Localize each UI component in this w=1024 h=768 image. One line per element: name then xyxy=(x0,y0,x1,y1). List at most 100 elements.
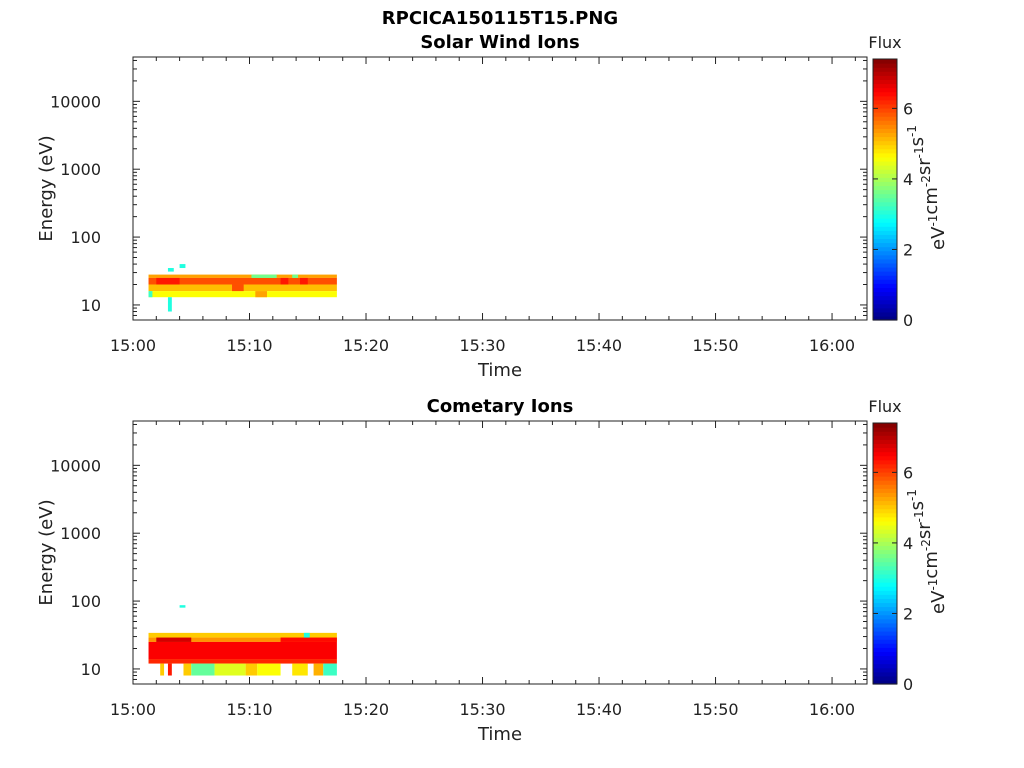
heatmap-cell xyxy=(167,663,172,676)
x-tick-label: 15:10 xyxy=(226,700,272,719)
colorbar-swatch xyxy=(873,283,897,288)
panel-title: Solar Wind Ions xyxy=(420,32,579,53)
colorbar-swatch xyxy=(873,582,897,587)
colorbar-swatch xyxy=(873,311,897,317)
colorbar-swatch xyxy=(873,675,897,681)
colorbar-swatch xyxy=(873,630,897,636)
y-axis-label: Energy (eV) xyxy=(36,499,57,605)
heatmap-cell xyxy=(148,291,337,298)
colorbar-swatch xyxy=(873,75,897,80)
colorbar-swatch xyxy=(873,614,897,620)
colorbar-frame xyxy=(872,58,898,321)
colorbar-swatch xyxy=(873,524,897,530)
x-tick-label: 16:00 xyxy=(809,700,855,719)
colorbar-swatch xyxy=(873,303,897,309)
panel-title: Cometary Ions xyxy=(427,396,574,417)
x-tick-label: 15:20 xyxy=(343,700,389,719)
y-axis-label: Energy (eV) xyxy=(36,135,57,241)
colorbar-swatch xyxy=(873,218,897,223)
colorbar-swatch xyxy=(873,124,897,129)
colorbar-swatch xyxy=(873,586,897,591)
page-title: RPCICA150115T15.PNG xyxy=(382,8,618,29)
x-tick-label: 15:50 xyxy=(692,336,738,355)
colorbar-swatch xyxy=(873,250,897,256)
colorbar-swatch xyxy=(873,459,897,465)
colorbar-swatch xyxy=(873,610,897,616)
colorbar-swatch xyxy=(873,59,897,64)
colorbar-swatch xyxy=(873,132,897,138)
colorbar-swatch xyxy=(873,189,897,195)
heatmap-cell xyxy=(148,274,337,278)
colorbar-swatch xyxy=(873,618,897,624)
colorbar-swatch xyxy=(873,91,897,97)
colorbar-swatch xyxy=(873,635,897,640)
colorbar-swatch xyxy=(873,573,897,579)
colorbar-swatch xyxy=(873,512,897,518)
colorbar-tick-label: 4 xyxy=(903,170,913,189)
colorbar-swatch xyxy=(873,484,897,489)
x-tick-label: 15:20 xyxy=(343,336,389,355)
heatmap-cell xyxy=(251,274,277,278)
colorbar-swatch xyxy=(873,156,897,162)
plot-frame xyxy=(132,56,868,321)
heatmap-cell xyxy=(148,637,337,642)
colorbar-swatch xyxy=(873,447,897,453)
colorbar-swatch xyxy=(873,557,897,563)
colorbar-swatch xyxy=(873,152,897,158)
y-tick-label: 100 xyxy=(70,592,101,611)
heatmap-cell xyxy=(148,641,337,660)
colorbar-swatch xyxy=(873,488,897,493)
colorbar-swatch xyxy=(873,209,897,215)
heatmap-cell xyxy=(280,637,337,642)
colorbar-swatch xyxy=(873,529,897,534)
colorbar-tick-label: 2 xyxy=(903,240,913,259)
colorbar-swatch xyxy=(873,439,897,444)
colorbar-swatch xyxy=(873,492,897,498)
colorbar-swatch xyxy=(873,87,897,93)
colorbar-swatch xyxy=(873,79,897,85)
colorbar-swatch xyxy=(873,500,897,506)
colorbar-swatch xyxy=(873,287,897,293)
colorbar-swatch xyxy=(873,299,897,305)
y-tick-label: 10 xyxy=(81,660,101,679)
heatmap-cell xyxy=(167,297,172,312)
heatmap-cell xyxy=(292,663,308,676)
colorbar-swatch xyxy=(873,197,897,203)
colorbar-swatch xyxy=(873,181,897,187)
heatmap-cell xyxy=(299,277,308,285)
colorbar-swatch xyxy=(873,427,897,432)
x-tick-label: 15:40 xyxy=(576,336,622,355)
colorbar-swatch xyxy=(873,496,897,502)
colorbar-tick-label: 6 xyxy=(903,463,913,482)
colorbar-swatch xyxy=(873,594,897,599)
colorbar-label: eV-1cm-2sr-1s-1 xyxy=(905,125,949,250)
colorbar-swatch xyxy=(873,177,897,182)
heatmap-cell xyxy=(313,663,324,676)
colorbar-swatch xyxy=(873,169,897,174)
colorbar-swatch xyxy=(873,598,897,604)
colorbar-swatch xyxy=(873,246,897,252)
colorbar-swatch xyxy=(873,275,897,280)
x-axis-label: Time xyxy=(477,360,522,381)
colorbar-swatch xyxy=(873,205,897,211)
colorbar-swatch xyxy=(873,602,897,608)
colorbar-swatch xyxy=(873,242,897,248)
heatmap-cell xyxy=(148,659,337,664)
colorbar-swatch xyxy=(873,435,897,440)
colorbar-swatch xyxy=(873,671,897,677)
heatmap-cell xyxy=(191,663,215,676)
heatmap-cell xyxy=(292,274,299,278)
colorbar-swatch xyxy=(873,112,897,117)
colorbar-swatch xyxy=(873,431,897,436)
colorbar-swatch xyxy=(873,222,897,227)
colorbar-swatch xyxy=(873,120,897,125)
colorbar-swatch xyxy=(873,238,897,244)
colorbar-swatch xyxy=(873,193,897,199)
x-axis-label: Time xyxy=(477,724,522,745)
colorbar-swatch xyxy=(873,520,897,526)
colorbar-label: eV-1cm-2sr-1s-1 xyxy=(905,489,949,614)
colorbar-swatch xyxy=(873,443,897,449)
colorbar-swatch xyxy=(873,262,897,268)
colorbar-swatch xyxy=(873,136,897,142)
